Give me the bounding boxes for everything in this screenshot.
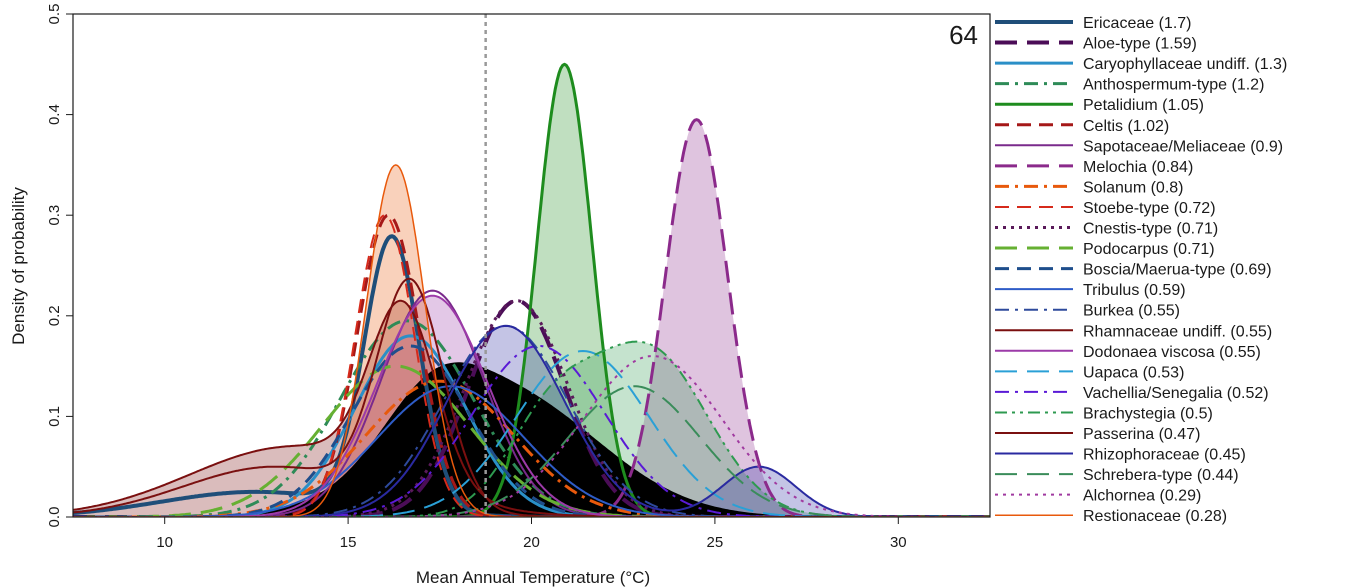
y-axis-label: Density of probability: [9, 187, 28, 345]
legend-entry: Anthospermum-type (1.2): [1083, 77, 1264, 94]
density-line-vachellia-senegalia-0-52: [73, 345, 990, 517]
x-tick-label: 10: [156, 534, 173, 551]
legend-entry: Uapaca (0.53): [1083, 364, 1184, 381]
y-tick-label: 0.4: [46, 104, 63, 125]
legend-entry: Sapotaceae/Meliaceae (0.9): [1083, 138, 1283, 155]
legend-entry: Dodonaea viscosa (0.55): [1083, 344, 1261, 361]
panel-number: 64: [949, 20, 978, 50]
density-line-rhamnaceae-undiff-0-55: [73, 299, 990, 517]
density-line-anthospermum-type-1-2: [73, 319, 990, 517]
legend-entry: Boscia/Maerua-type (0.69): [1083, 262, 1272, 279]
legend-entry: Brachystegia (0.5): [1083, 405, 1213, 422]
x-tick-label: 20: [523, 534, 540, 551]
x-tick-label: 15: [340, 534, 357, 551]
density-line-passerina-0-47: [73, 277, 990, 517]
legend-entry: Caryophyllaceae undiff. (1.3): [1083, 56, 1287, 73]
density-line-schrebera-type-0-44: [73, 385, 990, 517]
legend-entry: Celtis (1.02): [1083, 118, 1169, 135]
legend-entry: Ericaceae (1.7): [1083, 15, 1192, 32]
x-tick-label: 30: [890, 534, 907, 551]
density-line-cnestis-type-0-71: [73, 299, 990, 517]
legend-entry: Solanum (0.8): [1083, 179, 1184, 196]
legend-entry: Vachellia/Senegalia (0.52): [1083, 385, 1269, 402]
legend-entry: Burkea (0.55): [1083, 303, 1180, 320]
legend-entry: Podocarpus (0.71): [1083, 241, 1215, 258]
legend: Ericaceae (1.7) Aloe-type (1.59) Caryophyl…: [995, 15, 1287, 525]
legend-entry: Rhamnaceae undiff. (0.55): [1083, 323, 1272, 340]
x-axis-label: Mean Annual Temperature (°C): [416, 568, 650, 587]
legend-entry: Passerina (0.47): [1083, 426, 1200, 443]
y-tick-label: 0.2: [46, 305, 63, 326]
background-distribution: [73, 362, 990, 517]
density-fill-rhamnaceae-undiff-0-55: [73, 300, 990, 517]
legend-entry: Petalidium (1.05): [1083, 97, 1204, 114]
legend-entry: Rhizophoraceae (0.45): [1083, 447, 1246, 464]
y-tick-label: 0.0: [46, 507, 63, 528]
legend-entry: Melochia (0.84): [1083, 159, 1193, 176]
legend-entry: Stoebe-type (0.72): [1083, 200, 1216, 217]
y-tick-label: 0.3: [46, 205, 63, 226]
legend-entry: Aloe-type (1.59): [1083, 36, 1197, 53]
y-tick-label: 0.1: [46, 406, 63, 427]
legend-entry: Cnestis-type (0.71): [1083, 221, 1218, 238]
legend-entry: Alchornea (0.29): [1083, 488, 1201, 505]
background-density-area: [73, 362, 990, 517]
legend-entry: Restionaceae (0.28): [1083, 508, 1227, 525]
density-line-petalidium-1-05: [73, 62, 990, 517]
legend-entry: Tribulus (0.59): [1083, 282, 1186, 299]
density-line-burkea-0-55: [73, 324, 990, 517]
x-tick-label: 25: [707, 534, 724, 551]
axes: 10 15 20 25 30 0.0 0.1 0.2 0.3 0.4 0.5: [46, 4, 991, 551]
density-line-alchornea-0-29: [73, 355, 990, 517]
y-tick-label: 0.5: [46, 4, 63, 25]
legend-entry: Schrebera-type (0.44): [1083, 467, 1239, 484]
density-line-rhizophoraceae-0-45: [73, 324, 990, 517]
